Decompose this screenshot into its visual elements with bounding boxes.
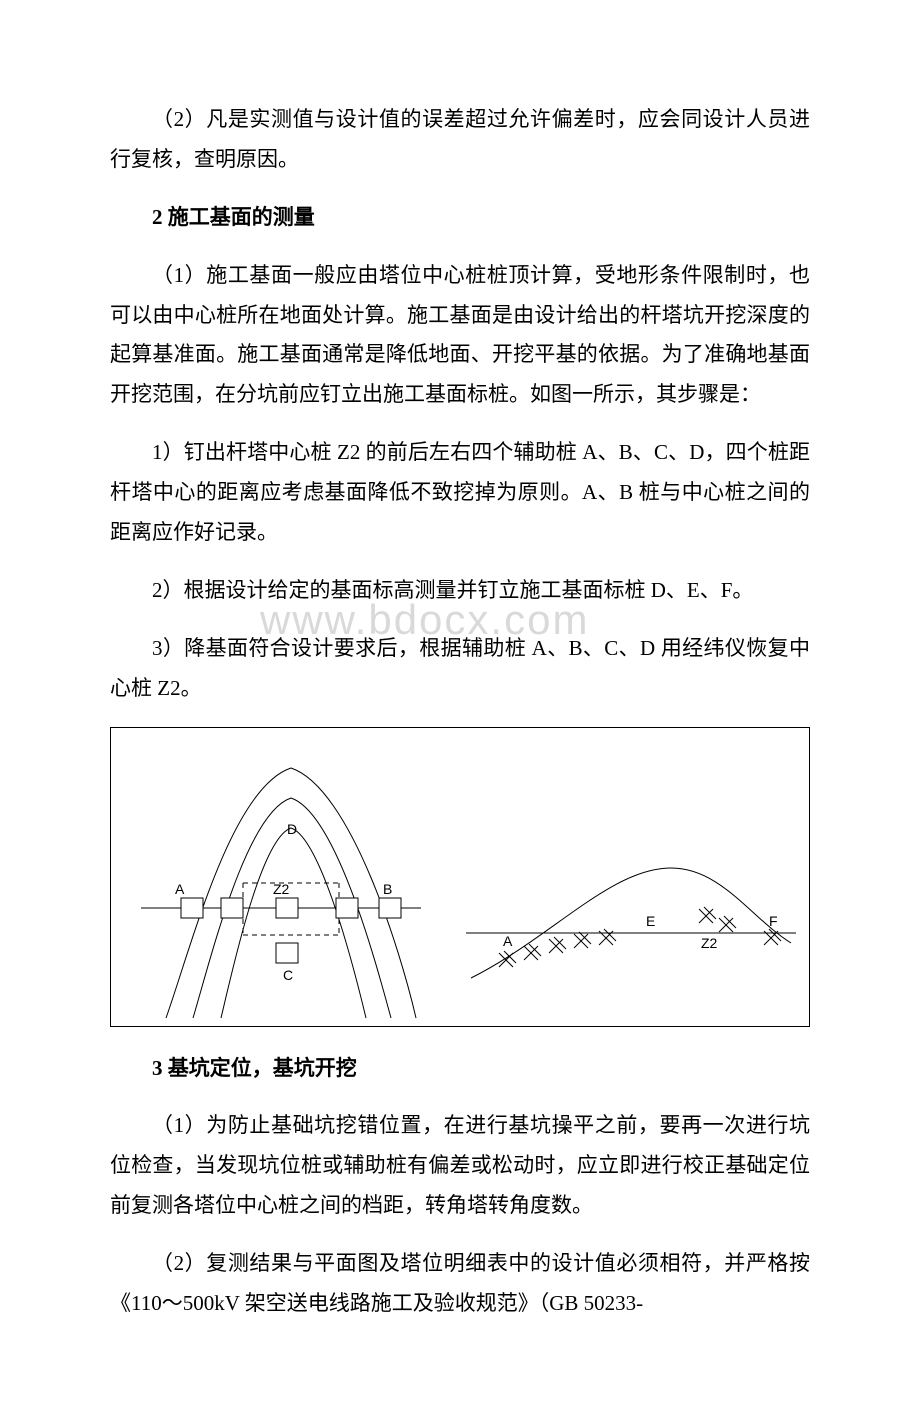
svg-text:F: F — [769, 913, 778, 929]
svg-text:A: A — [175, 881, 185, 897]
para-7: （2）复测结果与平面图及塔位明细表中的设计值必须相符，并严格按《110～500k… — [110, 1244, 810, 1324]
svg-text:B: B — [383, 881, 392, 897]
heading-3: 3 基坑定位，基坑开挖 — [110, 1049, 810, 1089]
para-5: 3）降基面符合设计要求后，根据辅助桩 A、B、C、D 用经纬仪恢复中心桩 Z2。 — [110, 629, 810, 709]
figure-1-svg: A D Z2 B C A E Z2 F — [111, 728, 811, 1028]
figure-1: A D Z2 B C A E Z2 F — [110, 727, 810, 1027]
para-1: （2）凡是实测值与设计值的误差超过允许偏差时，应会同设计人员进行复核，查明原因。 — [110, 100, 810, 180]
svg-text:D: D — [287, 821, 297, 837]
para-6: （1）为防止基础坑挖错位置，在进行基坑操平之前，要再一次进行坑位检查，当发现坑位… — [110, 1106, 810, 1226]
para-2: （1）施工基面一般应由塔位中心桩桩顶计算，受地形条件限制时，也可以由中心桩所在地… — [110, 256, 810, 416]
svg-text:A: A — [503, 933, 513, 949]
svg-text:E: E — [646, 913, 655, 929]
svg-text:Z2: Z2 — [701, 935, 718, 951]
para-4: 2）根据设计给定的基面标高测量并钉立施工基面标桩 D、E、F。 — [110, 571, 810, 611]
heading-2: 2 施工基面的测量 — [110, 198, 810, 238]
svg-text:C: C — [283, 967, 293, 983]
svg-text:Z2: Z2 — [273, 881, 290, 897]
para-3: 1）钉出杆塔中心桩 Z2 的前后左右四个辅助桩 A、B、C、D，四个桩距杆塔中心… — [110, 433, 810, 553]
document-body: （2）凡是实测值与设计值的误差超过允许偏差时，应会同设计人员进行复核，查明原因。… — [110, 100, 810, 1324]
